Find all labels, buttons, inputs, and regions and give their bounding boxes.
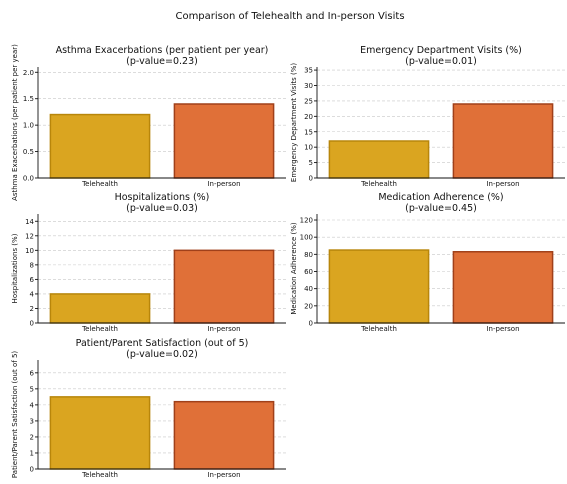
chart-subtitle: (p-value=0.01): [405, 56, 477, 67]
chart-panel-4: Telehealth In-person020406080100120Medica…: [290, 192, 565, 333]
y-axis-label: Hospitalizations (%): [11, 233, 19, 303]
y-tick-label: 0.5: [23, 148, 34, 156]
y-tick-label: 6: [30, 276, 35, 284]
x-tick-label: In-person: [207, 325, 240, 333]
x-tick-label: Telehealth: [360, 180, 397, 188]
y-tick-label: 20: [304, 113, 313, 121]
y-tick-label: 10: [25, 247, 34, 255]
figure-title: Comparison of Telehealth and In-person V…: [175, 11, 404, 22]
y-tick-label: 2.0: [23, 69, 34, 77]
x-tick-label: Telehealth: [81, 471, 118, 479]
y-tick-label: 40: [304, 285, 313, 293]
bar-in-person: [173, 400, 275, 470]
bar-in-person: [173, 103, 275, 179]
x-tick-label: Telehealth: [81, 180, 118, 188]
y-tick-label: 6: [30, 369, 35, 377]
x-tick-label: In-person: [207, 180, 240, 188]
y-tick-label: 1.0: [23, 122, 34, 130]
y-tick-label: 4: [30, 401, 35, 409]
y-tick-label: 0: [30, 320, 34, 328]
panels: Telehealth In-person 0.0 0.5 1.0 1.5 2.0 Asthma…: [11, 44, 565, 479]
chart-panel-2: Telehealth In-person 0 5 10 15 20 25 30 35 Emergen…: [290, 45, 565, 188]
y-tick-label: 35: [304, 67, 313, 75]
bar-in-person: [452, 251, 554, 324]
chart-subtitle: (p-value=0.02): [126, 349, 198, 360]
y-tick-label: 3: [30, 417, 34, 425]
y-tick-label: 15: [304, 128, 313, 136]
x-tick-label: Telehealth: [360, 325, 397, 333]
y-tick-label: 60: [304, 268, 313, 276]
y-tick-label: 80: [304, 251, 313, 259]
chart-panel-1: Telehealth In-person 0.0 0.5 1.0 1.5 2.0 Asthma…: [11, 44, 286, 201]
y-axis-label: Emergency Department Visits (%): [290, 63, 298, 182]
bar-telehealth: [328, 249, 430, 324]
bar-telehealth: [49, 396, 151, 470]
chart-title: Hospitalizations (%): [115, 192, 210, 203]
bar-telehealth: [49, 293, 151, 324]
y-tick-label: 2: [30, 305, 34, 313]
y-axis-label: Asthma Exacerbations (per patient per ye…: [11, 44, 19, 201]
y-tick-label: 14: [25, 218, 34, 226]
bar-in-person: [173, 249, 275, 324]
chart-title: Patient/Parent Satisfaction (out of 5): [76, 338, 249, 349]
y-tick-label: 5: [30, 385, 34, 393]
y-tick-label: 4: [30, 290, 35, 298]
y-tick-label: 5: [309, 159, 313, 167]
chart-panel-5: Telehealth In-person 0 1 2 3 4 5 6 Patient/Parent…: [11, 338, 286, 479]
y-tick-label: 20: [304, 302, 313, 310]
y-tick-label: 1.5: [23, 95, 34, 103]
bar-telehealth: [328, 140, 430, 179]
y-tick-label: 30: [304, 82, 313, 90]
y-tick-label: 10: [304, 144, 313, 152]
y-tick-label: 8: [30, 261, 34, 269]
bar-telehealth: [49, 113, 151, 179]
y-tick-label: 0: [309, 175, 313, 183]
x-tick-label: In-person: [207, 471, 240, 479]
chart-title: Emergency Department Visits (%): [360, 45, 522, 56]
chart-subtitle: (p-value=0.03): [126, 203, 198, 214]
chart-subtitle: (p-value=0.23): [126, 56, 198, 67]
y-axis-label: Medication Adherence (%): [290, 222, 298, 315]
chart-title: Asthma Exacerbations (per patient per ye…: [56, 45, 269, 56]
y-tick-label: 25: [304, 97, 313, 105]
y-tick-label: 0: [30, 466, 34, 474]
y-axis-label: Patient/Parent Satisfaction (out of 5): [11, 351, 19, 479]
chart-title: Medication Adherence (%): [378, 192, 503, 203]
chart-panel-3: Telehealth In-person 0 2 4 6 8 10 12 14 Hospitaliz…: [11, 192, 286, 333]
x-tick-label: In-person: [486, 325, 519, 333]
chart-subtitle: (p-value=0.45): [405, 203, 477, 214]
y-tick-label: 1: [30, 449, 34, 457]
y-tick-label: 2: [30, 433, 34, 441]
x-tick-label: In-person: [486, 180, 519, 188]
y-tick-label: 0: [309, 320, 313, 328]
y-tick-label: 100: [300, 234, 313, 242]
y-tick-label: 120: [300, 217, 313, 225]
y-tick-label: 12: [25, 232, 34, 240]
bar-in-person: [452, 103, 554, 179]
y-tick-label: 0.0: [23, 175, 34, 183]
x-tick-label: Telehealth: [81, 325, 118, 333]
